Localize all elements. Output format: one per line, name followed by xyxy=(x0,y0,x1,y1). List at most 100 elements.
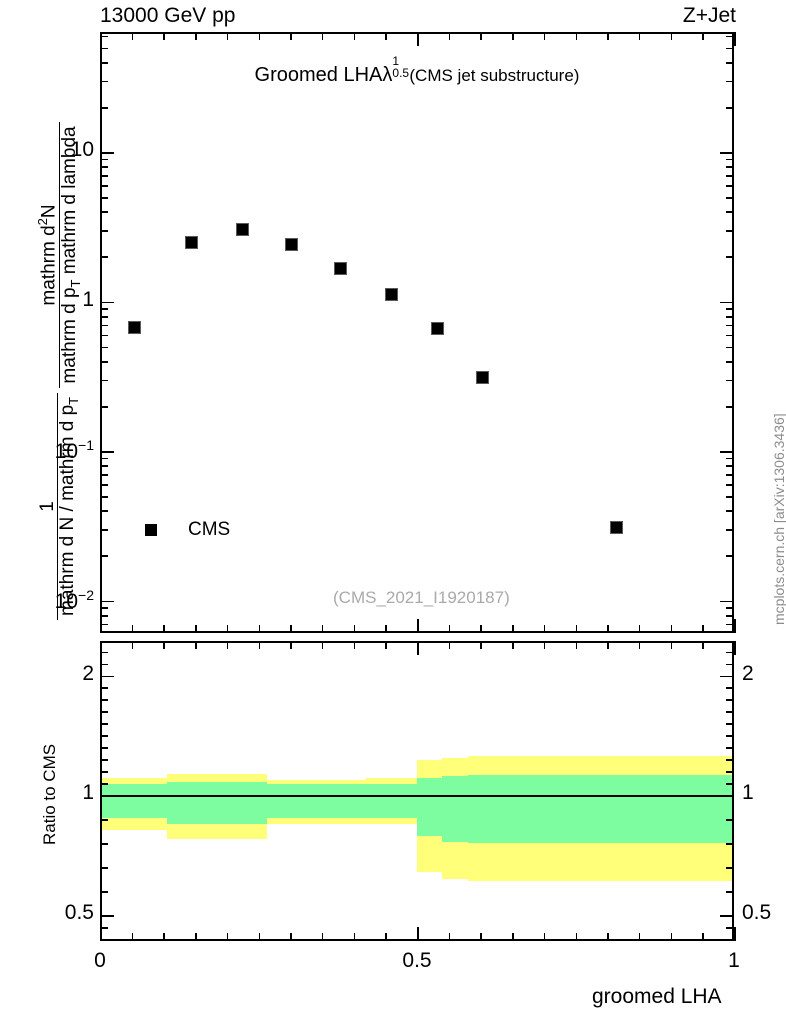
x-minor-tick xyxy=(385,625,387,633)
ratio-y-minor-tick xyxy=(100,723,108,725)
y-axis-num-N: N xyxy=(38,204,60,219)
ratio-y-minor-tick-right xyxy=(726,783,734,785)
ratio-y-minor-tick xyxy=(100,663,108,666)
x-minor-tick xyxy=(702,625,704,633)
x-minor-tick xyxy=(321,625,324,633)
ratio-x-minor-tick xyxy=(258,933,261,941)
ratio-y-minor-tick xyxy=(100,783,108,785)
y-minor-tick-right xyxy=(726,457,734,460)
y-minor-tick-right xyxy=(726,230,734,232)
x-minor-tick-top xyxy=(638,32,641,40)
x-major-tick xyxy=(417,619,419,633)
x-major-tick-top xyxy=(100,32,102,46)
x-minor-tick xyxy=(258,625,261,633)
ratio-x-minor-tick-top xyxy=(607,641,609,649)
ratio-y-minor-tick-right xyxy=(726,699,734,701)
y-minor-tick xyxy=(100,360,108,363)
y-minor-tick xyxy=(100,166,108,169)
y-minor-tick xyxy=(100,324,108,327)
ratio-y-minor-tick-right xyxy=(726,759,734,761)
x-axis-tick-label: 1 xyxy=(728,949,740,972)
x-minor-tick-top xyxy=(512,32,514,40)
y-minor-tick xyxy=(100,496,108,498)
plot-title-lambda: λ xyxy=(382,64,393,86)
ratio-y-minor-tick xyxy=(100,687,108,690)
ratio-x-minor-tick-top xyxy=(321,641,324,649)
ratio-band-inner xyxy=(442,775,468,842)
x-minor-tick-top xyxy=(226,32,229,40)
ratio-y-minor-tick-right xyxy=(726,843,734,845)
ratio-x-minor-tick-top xyxy=(131,641,134,649)
ratio-y-tick-label: 2 xyxy=(82,661,94,685)
x-minor-tick-top xyxy=(702,32,704,40)
y-tick-base: 10 xyxy=(70,138,94,161)
y-minor-tick-right xyxy=(726,555,734,558)
ratio-y-minor-tick xyxy=(100,891,108,893)
ratio-x-minor-tick xyxy=(512,933,514,941)
y-tick-base: 10 xyxy=(54,440,79,463)
ratio-y-minor-tick xyxy=(100,747,108,749)
ratio-x-minor-tick-top xyxy=(290,641,292,649)
y-minor-tick-right xyxy=(726,35,734,38)
ratio-x-minor-tick xyxy=(226,933,229,941)
y-minor-tick xyxy=(100,158,108,161)
x-minor-tick-top xyxy=(480,32,482,40)
x-minor-tick xyxy=(607,625,609,633)
y-minor-tick-right xyxy=(726,315,734,318)
ratio-y-tick-label-right: 2 xyxy=(742,661,754,685)
data-point-marker xyxy=(334,262,348,276)
y-minor-tick xyxy=(100,334,108,337)
ratio-y-minor-tick-right xyxy=(726,711,734,713)
y-tick-exponent: −1 xyxy=(78,437,94,453)
x-minor-tick-top xyxy=(131,32,134,40)
ratio-band-inner xyxy=(102,783,130,818)
x-minor-tick-top xyxy=(290,32,292,40)
y-minor-tick-right xyxy=(726,185,734,187)
y-minor-tick-right xyxy=(726,197,734,199)
y-major-tick xyxy=(100,301,114,304)
ratio-x-major-tick-top xyxy=(734,641,736,655)
y-tick-base: 1 xyxy=(82,287,94,311)
y-major-tick-right xyxy=(720,301,734,304)
y-axis-tick-label: 10−2 xyxy=(2,587,94,614)
x-minor-tick xyxy=(543,625,546,633)
y-minor-tick-right xyxy=(726,360,734,363)
ratio-y-major-tick-right xyxy=(720,795,734,797)
y-minor-tick xyxy=(100,607,108,609)
x-minor-tick-top xyxy=(607,32,609,40)
y-minor-tick xyxy=(100,61,108,64)
y-minor-tick xyxy=(100,230,108,232)
y-minor-tick xyxy=(100,623,108,626)
y-minor-tick xyxy=(100,614,108,617)
y-minor-tick-right xyxy=(726,106,734,109)
x-minor-tick-top xyxy=(258,32,261,40)
x-minor-tick xyxy=(670,625,673,633)
y-minor-tick xyxy=(100,474,108,476)
main-plot-frame xyxy=(100,32,734,633)
ratio-x-major-tick xyxy=(734,927,736,941)
ratio-y-major-tick xyxy=(100,915,114,917)
ratio-x-minor-tick-top xyxy=(353,641,356,649)
data-point-marker xyxy=(431,321,445,335)
ratio-x-minor-tick-top xyxy=(670,641,673,649)
ratio-y-minor-tick xyxy=(100,711,108,713)
ratio-x-minor-tick-top xyxy=(480,641,482,649)
ratio-band-inner xyxy=(129,783,167,818)
y-minor-tick-right xyxy=(726,324,734,327)
x-minor-tick-top xyxy=(448,32,451,40)
ratio-plot-layer xyxy=(102,643,732,939)
y-axis-title-inner-den: mathrm d pT mathrm d lambda xyxy=(59,122,83,388)
y-minor-tick xyxy=(100,106,108,109)
x-minor-tick-top xyxy=(575,32,578,40)
ratio-y-minor-tick xyxy=(100,843,108,845)
y-minor-tick-right xyxy=(726,607,734,609)
x-minor-tick xyxy=(163,625,165,633)
y-minor-tick-right xyxy=(726,80,734,83)
beam-energy-label: 13000 GeV pp xyxy=(100,4,236,27)
ratio-y-minor-tick xyxy=(100,759,108,761)
x-major-tick-top xyxy=(417,32,419,46)
y-minor-tick xyxy=(100,379,108,382)
x-minor-tick-top xyxy=(670,32,673,40)
data-point-marker xyxy=(610,520,624,534)
